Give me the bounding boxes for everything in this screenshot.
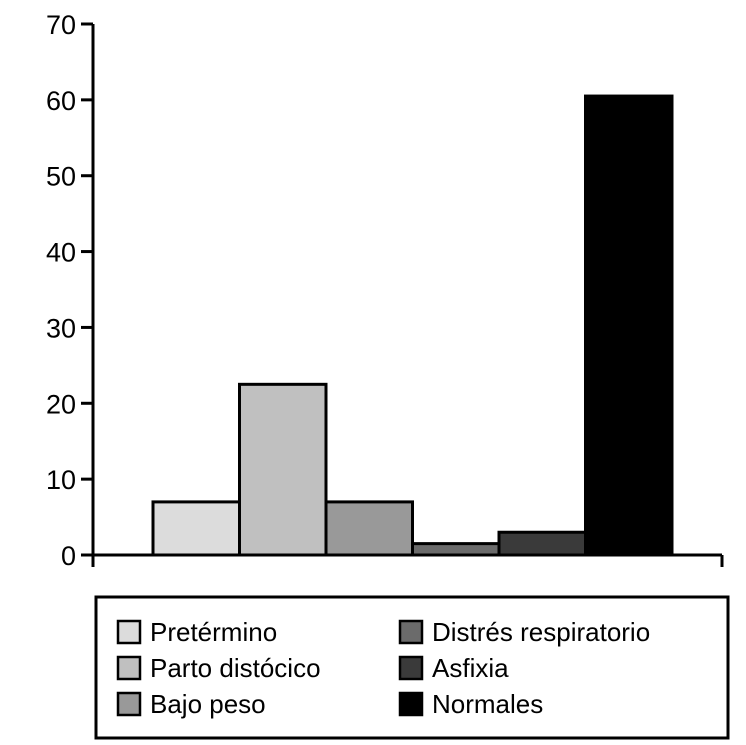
- y-tick-label: 20: [46, 389, 76, 419]
- x-axis: [91, 553, 724, 567]
- legend-label: Distrés respiratorio: [432, 617, 650, 647]
- bar: [584, 94, 674, 557]
- legend-label: Parto distócico: [150, 653, 321, 683]
- legend: Pretérmino Parto distócico Bajo peso Distré…: [94, 595, 730, 740]
- legend-swatch: [398, 655, 424, 681]
- y-tick-label: 0: [61, 541, 76, 571]
- y-axis: 0 10 20 30 40 50 60 70: [46, 10, 95, 571]
- legend-swatch: [398, 691, 424, 717]
- bar: [151, 500, 241, 557]
- y-tick-label: 60: [46, 86, 76, 116]
- y-tick-label: 10: [46, 465, 76, 495]
- legend-label: Bajo peso: [150, 689, 266, 719]
- legend-swatch: [116, 691, 142, 717]
- bars: [151, 94, 674, 557]
- y-tick-label: 70: [46, 10, 76, 40]
- bar: [238, 382, 328, 557]
- legend-label: Asfixia: [432, 653, 509, 683]
- bar: [411, 542, 501, 557]
- y-tick-label: 40: [46, 238, 76, 268]
- legend-swatch: [398, 619, 424, 645]
- y-tick-label: 50: [46, 162, 76, 192]
- legend-swatch: [116, 655, 142, 681]
- legend-swatch: [116, 619, 142, 645]
- legend-label: Normales: [432, 689, 543, 719]
- legend-label: Pretérmino: [150, 617, 277, 647]
- y-tick-label: 30: [46, 313, 76, 343]
- bar: [324, 500, 414, 557]
- bar: [497, 530, 587, 557]
